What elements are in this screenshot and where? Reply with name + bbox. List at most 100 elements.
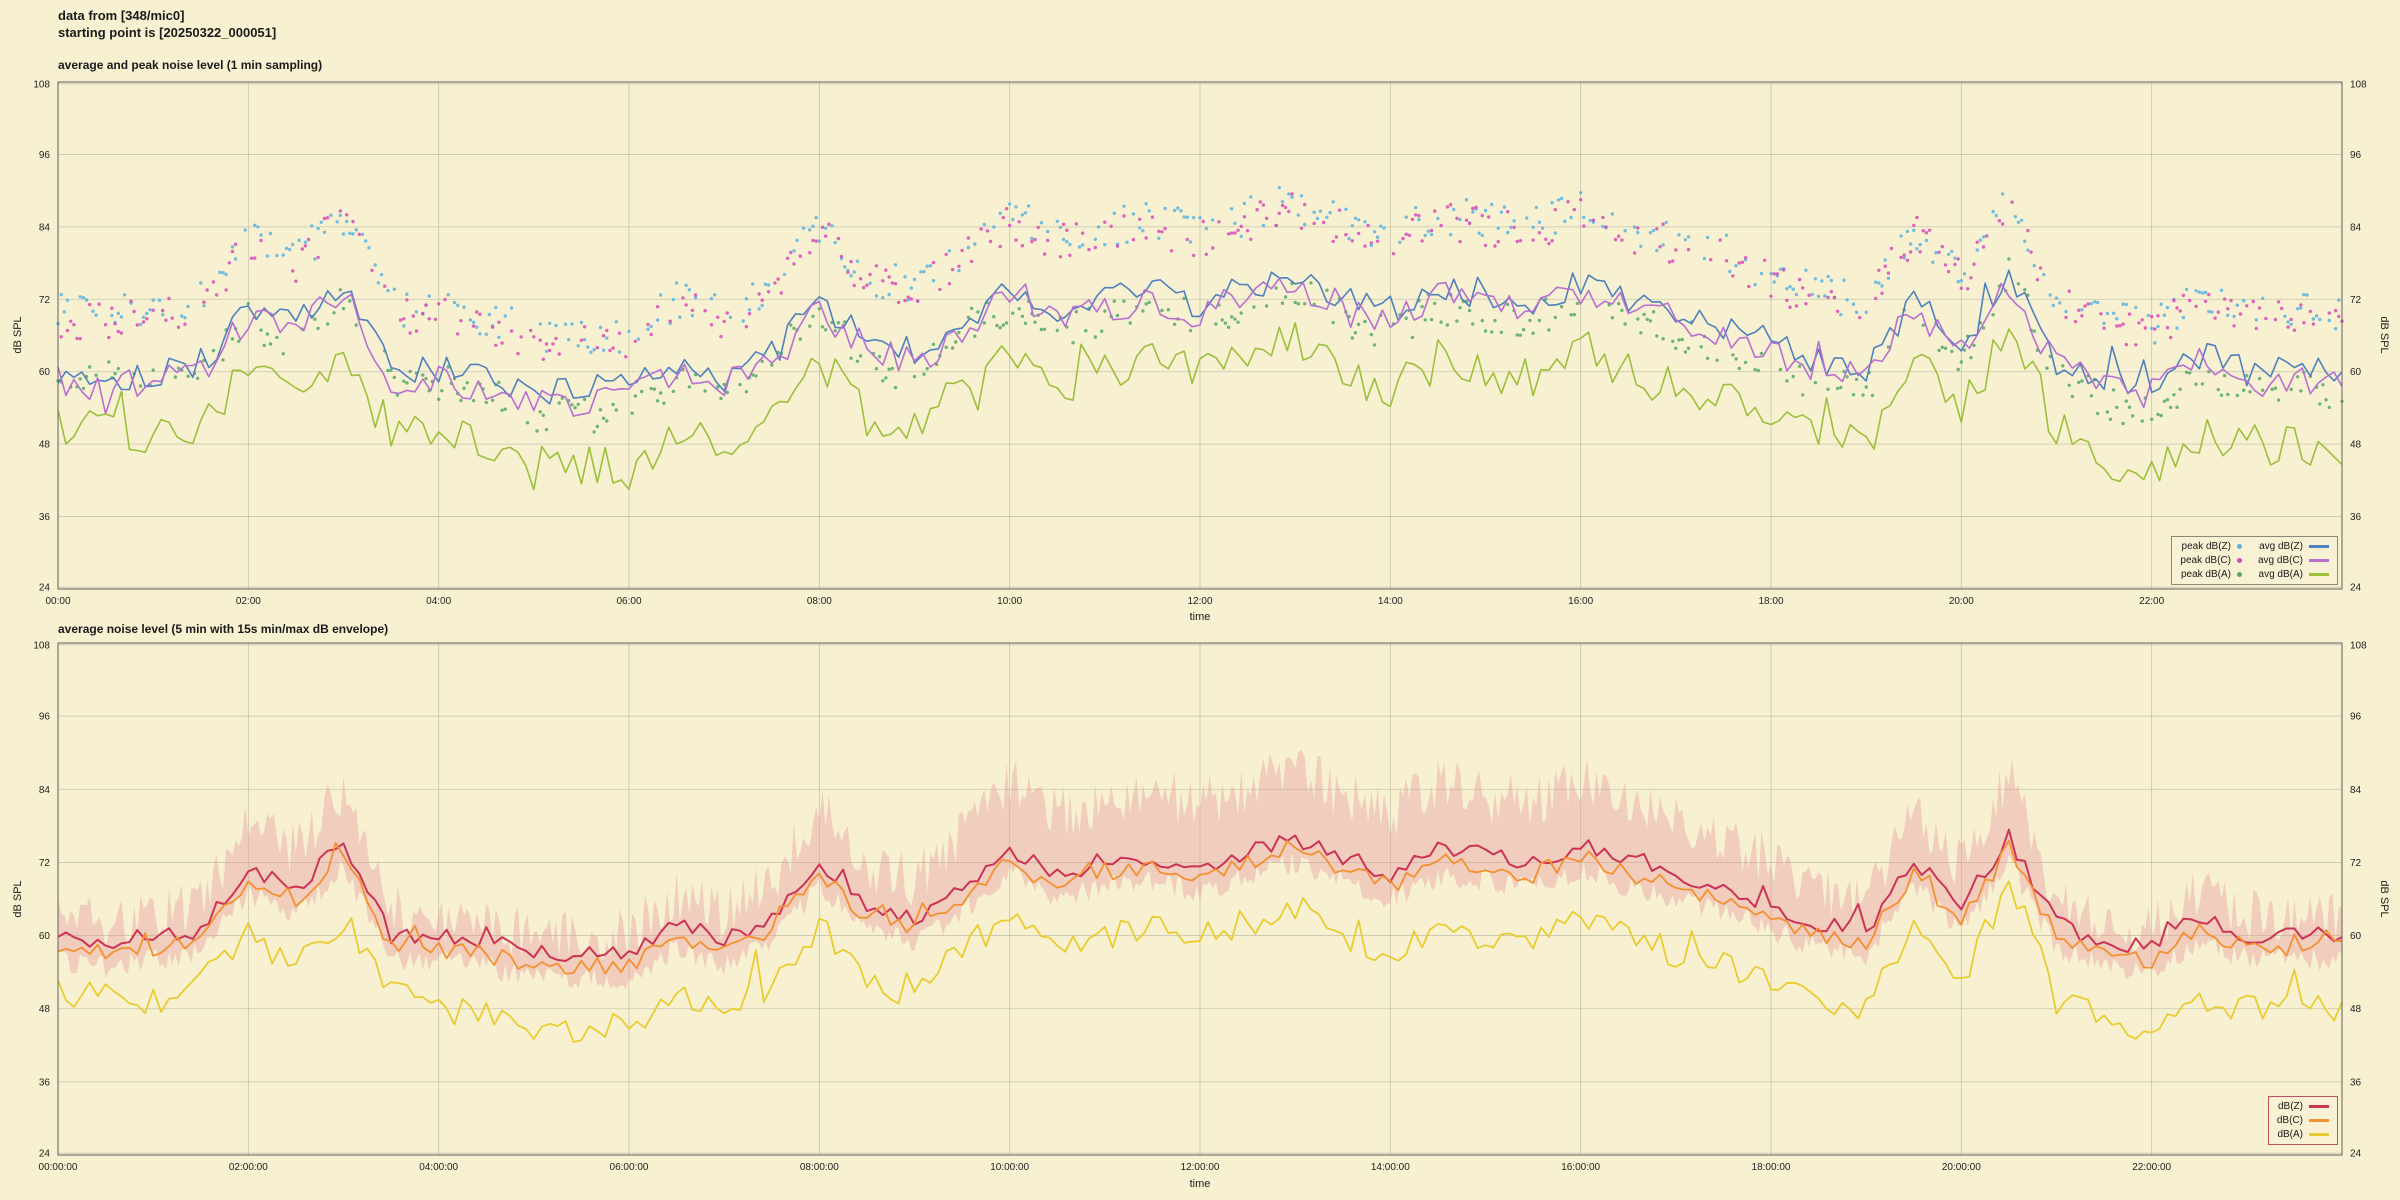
legend-marker-dot <box>2236 572 2242 577</box>
chart1-title: average noise level (5 min with 15s min/… <box>58 622 389 636</box>
plot-border <box>57 642 2343 1156</box>
legend-entry: dB(Z) <box>2277 1100 2329 1113</box>
legend-marker-dot <box>2236 544 2242 549</box>
y-tick-label: 108 <box>2350 640 2367 651</box>
chart1-xlabel: time <box>1189 1178 1211 1190</box>
y-tick-label: 96 <box>2350 150 2362 161</box>
x-tick-label: 16:00:00 <box>1561 1162 1600 1173</box>
legend-marker-line <box>2309 1133 2329 1136</box>
y-tick-label: 108 <box>33 79 50 90</box>
series-line <box>57 269 2343 405</box>
legend-label: dB(Z) <box>2278 1101 2303 1112</box>
chart0-ylabel-left: dB SPL <box>12 316 24 354</box>
peak-dots-2 <box>59 192 2344 361</box>
legend-label: dB(A) <box>2277 1129 2303 1140</box>
chart0-xlabel: time <box>1189 611 1211 623</box>
y-tick-label: 48 <box>39 440 51 451</box>
legend-label: dB(C) <box>2276 1115 2303 1126</box>
y-tick-label: 24 <box>2350 583 2362 594</box>
legend-label: peak dB(A) <box>2180 569 2231 580</box>
y-tick-label: 24 <box>39 1149 51 1160</box>
y-tick-label: 24 <box>39 583 51 594</box>
legend-label: avg dB(C) <box>2257 555 2303 566</box>
chart0-ylabel-right: dB SPL <box>2378 316 2390 354</box>
x-tick-label: 12:00:00 <box>1181 1162 1220 1173</box>
legend-label: avg dB(Z) <box>2259 541 2303 552</box>
chart0-title: average and peak noise level (1 min samp… <box>58 58 323 72</box>
y-tick-label: 96 <box>39 150 51 161</box>
x-tick-label: 18:00:00 <box>1752 1162 1791 1173</box>
y-tick-label: 84 <box>39 222 51 233</box>
y-tick-label: 96 <box>2350 712 2362 723</box>
y-tick-label: 36 <box>39 512 51 523</box>
legend-entry: dB(A) <box>2277 1128 2329 1141</box>
legend-marker-line <box>2309 1105 2329 1108</box>
y-tick-label: 60 <box>2350 367 2362 378</box>
legend-entry: avg dB(Z) <box>2258 540 2329 553</box>
legend-entry: dB(C) <box>2277 1114 2329 1127</box>
y-tick-label: 84 <box>2350 785 2362 796</box>
y-tick-label: 72 <box>39 858 51 869</box>
legend-marker-line <box>2309 573 2329 576</box>
x-tick-label: 12:00 <box>1187 596 1212 607</box>
x-tick-label: 18:00 <box>1758 596 1783 607</box>
legend-marker-line <box>2309 559 2329 562</box>
header-line1: data from [348/mic0] <box>58 8 185 23</box>
x-tick-label: 04:00 <box>426 596 451 607</box>
y-tick-label: 48 <box>2350 1004 2362 1015</box>
series-line <box>57 880 2343 1043</box>
x-tick-label: 02:00:00 <box>229 1162 268 1173</box>
legend-entry: peak dB(C) <box>2180 554 2242 567</box>
y-tick-label: 108 <box>33 640 50 651</box>
series-line <box>57 277 2343 417</box>
y-tick-label: 72 <box>2350 858 2362 869</box>
x-tick-label: 22:00 <box>2139 596 2164 607</box>
legend-entry: peak dB(Z) <box>2180 540 2242 553</box>
x-tick-label: 16:00 <box>1568 596 1593 607</box>
y-tick-label: 36 <box>2350 1077 2362 1088</box>
x-tick-label: 08:00:00 <box>800 1162 839 1173</box>
legend-marker-line <box>2309 1119 2329 1122</box>
y-tick-label: 96 <box>39 712 51 723</box>
x-tick-label: 04:00:00 <box>419 1162 458 1173</box>
y-tick-label: 60 <box>39 931 51 942</box>
legend-marker-dot <box>2236 558 2242 563</box>
minmax-envelope <box>58 750 2342 989</box>
x-tick-label: 14:00 <box>1378 596 1403 607</box>
legend-entry: avg dB(C) <box>2258 554 2329 567</box>
y-tick-label: 60 <box>39 367 51 378</box>
peak-dots-3 <box>56 257 2344 434</box>
y-tick-label: 84 <box>39 785 51 796</box>
x-tick-label: 20:00 <box>1949 596 1974 607</box>
series-line <box>57 322 2343 491</box>
x-tick-label: 02:00 <box>236 596 261 607</box>
chart1-ylabel-right: dB SPL <box>2378 880 2390 918</box>
peak-dots-1 <box>56 185 2341 354</box>
y-tick-label: 48 <box>2350 440 2362 451</box>
y-tick-label: 60 <box>2350 931 2362 942</box>
plot-border <box>57 81 2343 590</box>
x-tick-label: 06:00:00 <box>610 1162 649 1173</box>
legend-entry: avg dB(A) <box>2258 568 2329 581</box>
legend-label: avg dB(A) <box>2258 569 2303 580</box>
x-tick-label: 10:00 <box>997 596 1022 607</box>
y-tick-label: 36 <box>2350 512 2362 523</box>
x-tick-label: 08:00 <box>807 596 832 607</box>
legend-label: peak dB(C) <box>2180 555 2231 566</box>
y-tick-label: 48 <box>39 1004 51 1015</box>
chart0-legend: peak dB(Z) peak dB(C) peak dB(A) avg dB(Z) a… <box>2171 536 2338 585</box>
y-tick-label: 84 <box>2350 222 2362 233</box>
y-tick-label: 72 <box>39 295 51 306</box>
chart1-ylabel-left: dB SPL <box>12 880 24 918</box>
x-tick-label: 20:00:00 <box>1942 1162 1981 1173</box>
legend-entry: peak dB(A) <box>2180 568 2242 581</box>
y-tick-label: 36 <box>39 1077 51 1088</box>
chart1-legend: dB(Z) dB(C) dB(A) <box>2267 1096 2338 1145</box>
x-tick-label: 14:00:00 <box>1371 1162 1410 1173</box>
series-line <box>57 839 2343 975</box>
y-tick-label: 72 <box>2350 295 2362 306</box>
legend-label: peak dB(Z) <box>2181 541 2231 552</box>
header-line2: starting point is [20250322_000051] <box>58 25 277 40</box>
